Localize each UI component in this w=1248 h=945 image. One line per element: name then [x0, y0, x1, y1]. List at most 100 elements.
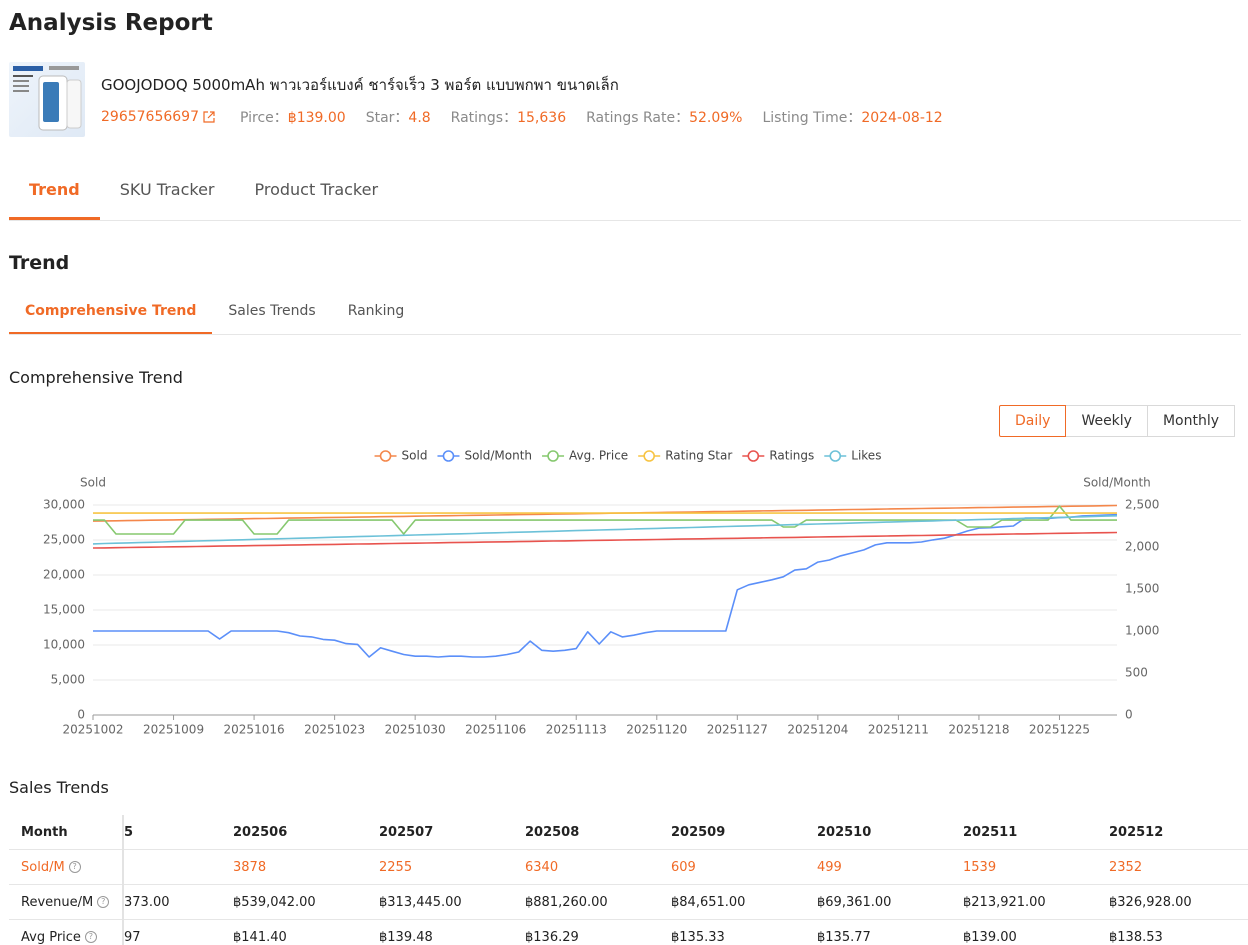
legend-label: Ratings: [769, 449, 814, 463]
field-label: Ratings Rate：: [586, 110, 690, 126]
legend-item[interactable]: Sold/Month: [437, 449, 532, 463]
x-tick-label: 20251120: [626, 723, 687, 737]
legend-item[interactable]: Sold: [374, 449, 428, 463]
row-label-text: Revenue/M: [21, 894, 94, 910]
value-cell: ฿881,260.00: [525, 884, 671, 920]
y2-tick-label: 2,000: [1125, 540, 1159, 554]
field-label: Ratings：: [450, 110, 518, 126]
x-tick-label: 20251211: [868, 723, 929, 737]
y-tick-label: 30,000: [43, 498, 85, 512]
legend-swatch: [442, 450, 455, 462]
subtabs: Comprehensive Trend Sales Trends Ranking: [9, 300, 420, 334]
y2-axis-title: Sold/Month: [1083, 476, 1151, 490]
value-cell: 1539: [963, 849, 1109, 885]
row-label: Revenue/M?: [9, 884, 124, 920]
y2-tick-label: 1,000: [1125, 624, 1159, 638]
month-cell: 202512: [1109, 815, 1248, 850]
external-link-icon[interactable]: [202, 110, 216, 124]
field-value: 52.09%: [689, 110, 743, 126]
legend-swatch: [379, 450, 392, 462]
help-icon[interactable]: ?: [68, 861, 81, 873]
legend-label: Rating Star: [665, 449, 732, 463]
y-tick-label: 20,000: [43, 568, 85, 582]
month-cell: 202506: [233, 815, 379, 850]
section-title: Trend: [9, 252, 70, 274]
y-tick-label: 25,000: [43, 533, 85, 547]
month-cell: 202509: [671, 815, 817, 850]
value-cell: ฿138.53: [1109, 919, 1248, 945]
value-cell: 609: [671, 849, 817, 885]
y-tick-label: 15,000: [43, 603, 85, 617]
row-label-text: Avg Price: [21, 929, 81, 945]
subtab[interactable]: Ranking: [347, 303, 405, 319]
help-icon[interactable]: ?: [97, 896, 110, 908]
x-tick-label: 20251225: [1029, 723, 1090, 737]
divider: [9, 220, 1241, 221]
field-value: 4.8: [408, 110, 431, 126]
legend-item[interactable]: Ratings: [742, 449, 814, 463]
x-tick-label: 20251106: [465, 723, 526, 737]
product-info: 29657656697 Pirce：฿139.00 Star：4.8 Ratings…: [101, 107, 943, 127]
product-id[interactable]: 29657656697: [101, 109, 199, 125]
value-cell: ฿135.77: [817, 919, 963, 945]
subtab[interactable]: Sales Trends: [228, 303, 316, 319]
product-image: [9, 62, 85, 137]
divider: [9, 334, 1241, 335]
value-cell: ฿139.48: [379, 919, 525, 945]
x-tick-label: 20251113: [546, 723, 607, 737]
y2-tick-label: 0: [1125, 708, 1133, 722]
clipped-cell: 373.00: [123, 884, 233, 920]
tab[interactable]: Trend: [9, 176, 100, 220]
x-tick-label: 20251016: [224, 723, 285, 737]
field-value: 2024-08-12: [861, 110, 943, 126]
x-tick-label: 20251218: [948, 723, 1009, 737]
y2-tick-label: 1,500: [1125, 582, 1159, 596]
y-axis-title: Sold: [80, 476, 106, 490]
legend-item[interactable]: Rating Star: [638, 449, 732, 463]
table-header-row: Month 5 202506 202507 202508 202509 202510 2025…: [9, 815, 1248, 850]
y-tick-label: 0: [77, 708, 85, 722]
help-icon[interactable]: ?: [84, 931, 97, 943]
product-fields: Pirce：฿139.00 Star：4.8 Ratings：15,636 Ratin…: [216, 107, 943, 127]
product-field: Listing Time：2024-08-12: [762, 107, 942, 127]
month-cell: 202511: [963, 815, 1109, 850]
value-cell: 2255: [379, 849, 525, 885]
series-line: [93, 513, 1118, 658]
value-cell: 3878: [233, 849, 379, 885]
legend-label: Likes: [851, 449, 881, 463]
header-cell: Month: [9, 815, 124, 850]
y-tick-label: 10,000: [43, 638, 85, 652]
value-cell: ฿539,042.00: [233, 884, 379, 920]
subtab[interactable]: Comprehensive Trend: [9, 300, 213, 334]
row-label: Sold/M?: [9, 849, 124, 885]
row-label: Avg Price?: [9, 919, 124, 945]
value-cell: ฿213,921.00: [963, 884, 1109, 920]
row-label-text: Sold/M: [21, 859, 65, 875]
y2-tick-label: 2,500: [1125, 498, 1159, 512]
x-tick-label: 20251023: [304, 723, 365, 737]
month-cell: 202507: [379, 815, 525, 850]
product-image-art: [13, 66, 82, 131]
legend-label: Sold: [402, 449, 428, 463]
clipped-cell: 97: [123, 919, 233, 945]
period-button[interactable]: Weekly: [1065, 405, 1148, 437]
x-tick-label: 20251204: [787, 723, 848, 737]
period-button[interactable]: Monthly: [1146, 405, 1236, 437]
table-row: Avg Price? 97 ฿141.40 ฿139.48 ฿136.29 ฿135.33…: [9, 919, 1248, 945]
product-field: Ratings Rate：52.09%: [586, 107, 742, 127]
product-field: Pirce：฿139.00: [240, 107, 346, 127]
tab[interactable]: Product Tracker: [254, 180, 379, 199]
month-cell: 202510: [817, 815, 963, 850]
tab[interactable]: SKU Tracker: [119, 180, 215, 199]
x-tick-label: 20251002: [62, 723, 123, 737]
period-button[interactable]: Daily: [999, 405, 1067, 437]
value-cell: ฿136.29: [525, 919, 671, 945]
value-cell: ฿141.40: [233, 919, 379, 945]
table-title: Sales Trends: [9, 778, 109, 797]
series-line: [92, 531, 1118, 549]
product-field: Ratings：15,636: [451, 107, 566, 127]
field-label: Listing Time：: [762, 110, 862, 126]
legend-item[interactable]: Likes: [824, 449, 881, 463]
legend-item[interactable]: Avg. Price: [542, 449, 628, 463]
product-field: Star：4.8: [366, 107, 431, 127]
